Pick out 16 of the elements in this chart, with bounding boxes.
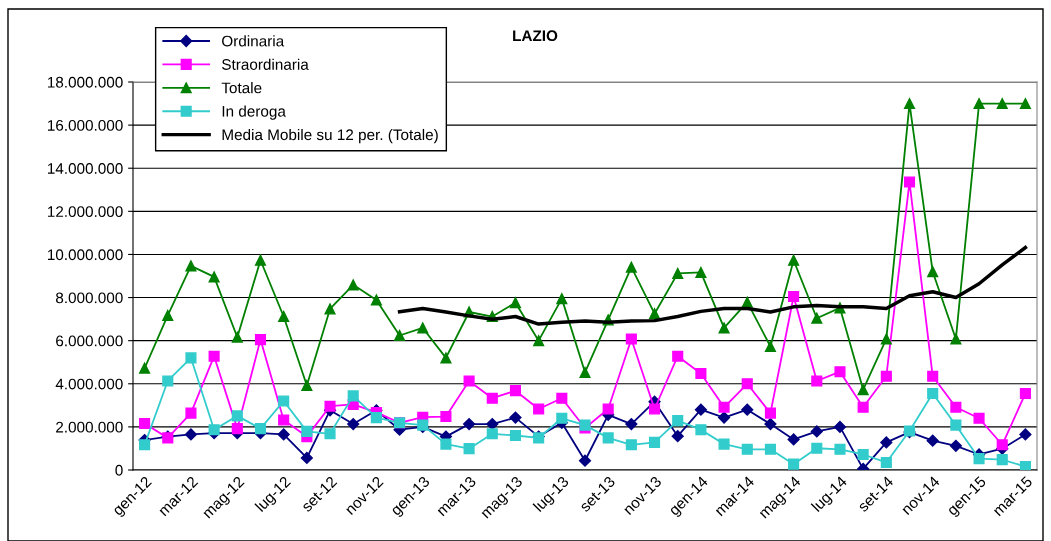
y-tick-label: 18.000.000	[47, 76, 123, 88]
y-tick-label: 12.000.000	[47, 206, 123, 218]
legend-label: In deroga	[222, 105, 286, 120]
legend-label: Media Mobile su 12 per. (Totale)	[222, 128, 438, 144]
y-tick-label: 8.000.000	[55, 292, 123, 304]
y-tick-label: 0	[115, 464, 123, 476]
legend-label: Ordinaria	[222, 35, 285, 47]
y-tick-label: 2.000.000	[56, 421, 123, 433]
legend-label: Totale	[221, 82, 262, 94]
y-tick-label: 6.000.000	[56, 335, 123, 347]
y-tick-label: 14.000.000	[47, 163, 123, 174]
y-tick-label: 4.000.000	[55, 378, 123, 390]
y-tick-label: 10.000.000	[47, 249, 123, 261]
y-tick-label: 16.000.000	[47, 119, 123, 131]
chart-title: LAZIO	[513, 30, 558, 42]
legend-label: Straordinaria	[222, 58, 309, 70]
